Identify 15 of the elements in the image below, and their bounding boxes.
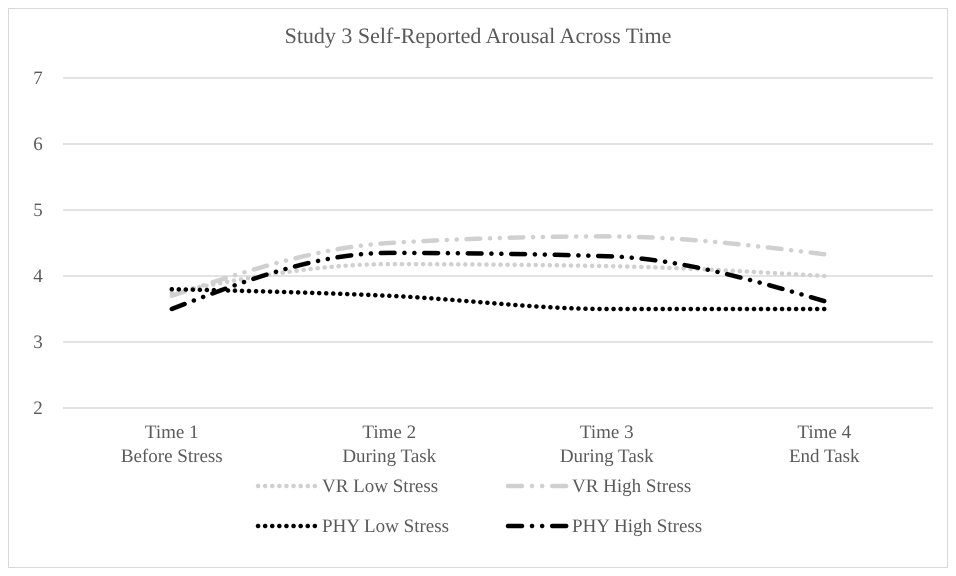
- y-tick-label: 7: [33, 68, 43, 89]
- x-tick-label: Time 2 During Task: [342, 422, 437, 467]
- legend-label: PHY Low Stress: [322, 516, 450, 537]
- x-tick-label: Time 1 Before Stress: [120, 422, 223, 467]
- legend-label: PHY High Stress: [572, 516, 702, 537]
- chart-title: Study 3 Self-Reported Arousal Across Time: [284, 23, 672, 48]
- x-tick-label: Time 3 During Task: [560, 422, 654, 467]
- y-tick-label: 6: [33, 134, 43, 155]
- y-tick-label: 4: [33, 266, 44, 287]
- y-tick-label: 3: [33, 332, 43, 353]
- y-tick-label: 2: [33, 398, 43, 419]
- legend-label: VR High Stress: [572, 476, 692, 497]
- legend-label: VR Low Stress: [322, 476, 438, 497]
- y-tick-label: 5: [33, 200, 43, 221]
- x-tick-label: Time 4 End Task: [788, 422, 860, 467]
